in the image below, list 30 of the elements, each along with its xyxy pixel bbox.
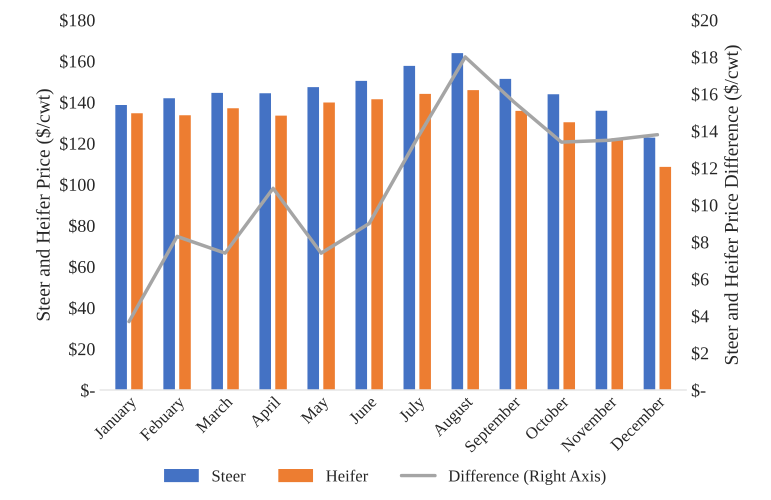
y2-tick-label: $- bbox=[692, 383, 706, 398]
y2-tick-label: $16 bbox=[692, 87, 718, 102]
y-tick-label: $- bbox=[81, 383, 95, 398]
y2-tick-label: $20 bbox=[692, 13, 718, 28]
y-tick-label: $40 bbox=[69, 300, 95, 316]
legend-label: Heifer bbox=[326, 470, 368, 482]
y2-tick-label: $18 bbox=[692, 50, 718, 65]
legend-label: Steer bbox=[212, 470, 246, 482]
y2-tick-label: $4 bbox=[692, 309, 709, 324]
y-tick-label: $100 bbox=[60, 178, 95, 192]
y-tick-label: $180 bbox=[60, 13, 95, 28]
y-axis-title: Steer and Heifer Price ($/cwt) bbox=[35, 89, 54, 320]
y2-tick-label: $12 bbox=[692, 161, 718, 176]
y2-axis-title: Steer and Heifer Price Difference ($/cwt) bbox=[724, 45, 742, 364]
x-tick-label: July bbox=[398, 394, 428, 425]
y2-tick-label: $8 bbox=[692, 235, 708, 250]
y-tick-label: $20 bbox=[69, 342, 95, 357]
y-tick-label: $60 bbox=[69, 260, 95, 274]
line-series bbox=[127, 55, 660, 324]
y-tick-label: $120 bbox=[60, 136, 95, 151]
y2-tick-label: $2 bbox=[692, 346, 708, 361]
y2-tick-label: $14 bbox=[692, 124, 718, 139]
y2-tick-label: $10 bbox=[692, 198, 718, 213]
x-tick-label: May bbox=[300, 395, 332, 427]
y2-tick-label: $6 bbox=[692, 272, 709, 287]
legend-label: Difference (Right Axis) bbox=[448, 470, 606, 485]
y-tick-label: $80 bbox=[69, 218, 95, 234]
y-tick-label: $160 bbox=[60, 54, 95, 69]
x-tick-label: June bbox=[348, 396, 378, 425]
y-tick-label: $140 bbox=[60, 95, 95, 110]
